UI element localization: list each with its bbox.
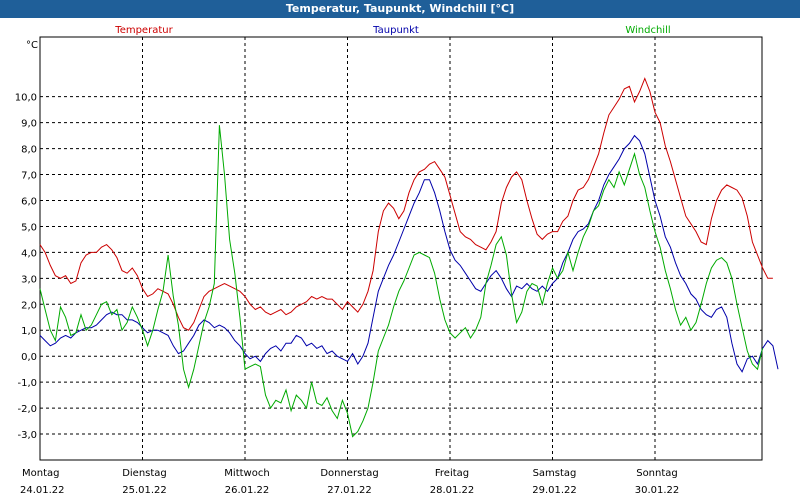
y-tick-label: 1,0 (21, 326, 37, 337)
chart-title: Temperatur, Taupunkt, Windchill [°C] (285, 2, 515, 15)
x-tick-weekday-label: Donnerstag (320, 468, 378, 479)
y-tick-label: 8,0 (21, 145, 37, 156)
chart-title-bar: Temperatur, Taupunkt, Windchill [°C] (0, 0, 800, 18)
x-tick-weekday-label: Montag (22, 468, 59, 479)
line-chart: 10,0 9,0 8,0 7,0 6,0 5,0 4,0 3,0 2,0 1,0 0,0 -1,0 -2… (15, 25, 779, 496)
y-tick-label: 3,0 (21, 274, 37, 285)
y-tick-label: -3,0 (17, 430, 37, 441)
y-tick-label: 4,0 (21, 248, 37, 259)
y-tick-label: 2,0 (21, 300, 37, 311)
y-tick-label: 7,0 (21, 171, 37, 182)
y-tick-label: 0,0 (21, 352, 37, 363)
y-tick-label: 9,0 (21, 119, 37, 130)
x-tick-date-label: 30.01.22 (635, 485, 680, 496)
x-tick-weekday-label: Mittwoch (224, 468, 269, 479)
y-tick-label: 6,0 (21, 196, 37, 207)
chart-area: 10,0 9,0 8,0 7,0 6,0 5,0 4,0 3,0 2,0 1,0 0,0 -1,0 -2… (0, 18, 800, 500)
y-tick-label: 10,0 (15, 93, 37, 104)
x-tick-weekday-label: Freitag (435, 468, 469, 479)
x-tick-date-label: 29.01.22 (532, 485, 577, 496)
y-tick-label: -1,0 (17, 378, 37, 389)
y-tick-label: 5,0 (21, 222, 37, 233)
legend-entry-taupunkt: Taupunkt (372, 25, 419, 36)
x-tick-date-label: 24.01.22 (20, 485, 65, 496)
legend-entry-windchill: Windchill (625, 25, 670, 36)
x-tick-date-label: 27.01.22 (327, 485, 372, 496)
series-line-windchill (39, 125, 764, 438)
x-tick-date-label: 26.01.22 (225, 485, 270, 496)
x-tick-date-label: 28.01.22 (430, 485, 475, 496)
x-tick-weekday-label: Samstag (533, 468, 577, 479)
y-tick-label: -2,0 (17, 404, 37, 415)
series-line-taupunkt (39, 134, 779, 373)
legend-entry-temperatur: Temperatur (114, 25, 173, 36)
x-tick-weekday-label: Sonntag (636, 468, 678, 479)
series-line-temperatur (39, 77, 773, 331)
x-tick-weekday-label: Dienstag (122, 468, 167, 479)
plot-frame (39, 36, 763, 461)
x-tick-date-label: 25.01.22 (122, 485, 167, 496)
y-axis-unit-label: °C (26, 40, 38, 51)
